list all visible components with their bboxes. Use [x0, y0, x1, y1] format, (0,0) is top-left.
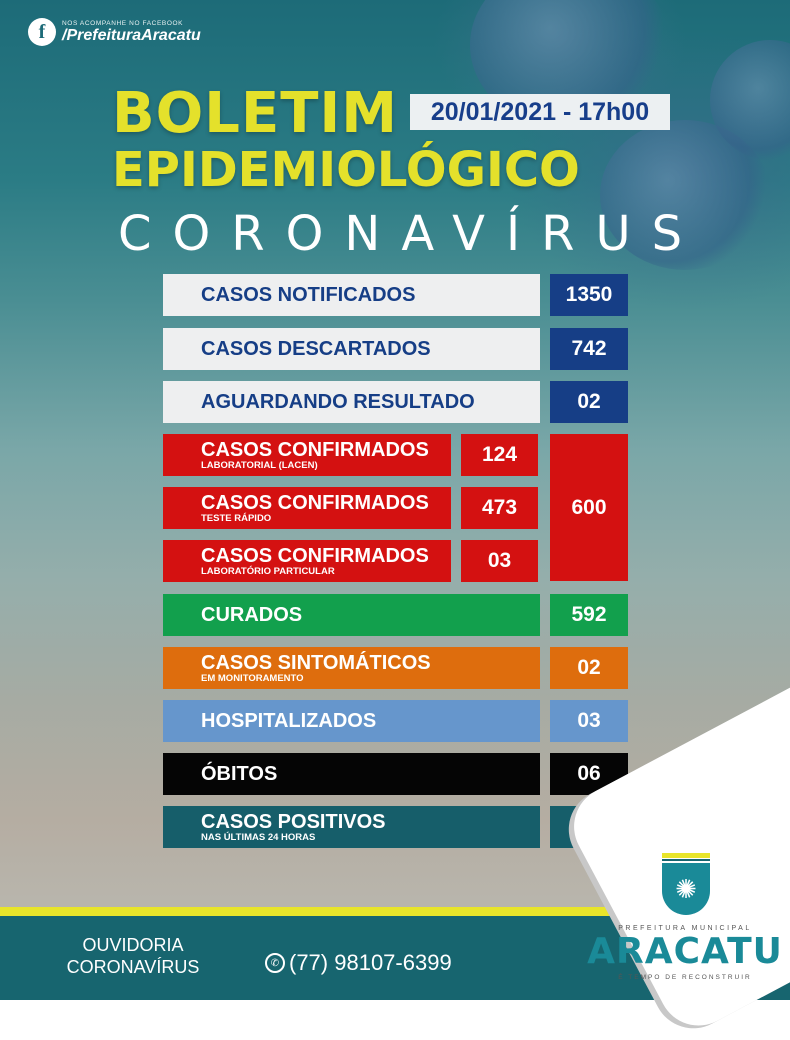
whatsapp-icon: ✆: [265, 953, 285, 973]
stat-label-descartados: CASOS DESCARTADOS: [163, 328, 540, 370]
ouvidoria-label: OUVIDORIA CORONAVÍRUS: [66, 935, 200, 977]
facebook-handle: /PrefeituraAracatu: [62, 27, 201, 44]
stat-label-aguardando: AGUARDANDO RESULTADO: [163, 381, 540, 423]
stat-value-confirmados-lacen: 124: [461, 434, 538, 476]
facebook-link[interactable]: f NOS ACOMPANHE NO FACEBOOK /PrefeituraA…: [28, 18, 201, 46]
stat-label-hospitalizados: HOSPITALIZADOS: [163, 700, 540, 742]
logo-name: ARACATU: [587, 931, 783, 972]
aracatu-logo: ✺ PREFEITURA MUNICIPAL ARACATU É TEMPO D…: [585, 850, 785, 1000]
stat-value-curados: 592: [550, 594, 628, 636]
phone-link[interactable]: ✆ (77) 98107-6399: [265, 950, 452, 976]
title-boletim: BOLETIM: [112, 81, 398, 146]
logo-caption: PREFEITURA MUNICIPAL: [618, 925, 752, 932]
stat-label-confirmados-lacen: CASOS CONFIRMADOS LABORATORIAL (LACEN): [163, 434, 451, 476]
stat-label-confirmados-teste-rapido: CASOS CONFIRMADOS TESTE RÁPIDO: [163, 487, 451, 529]
date-badge: 20/01/2021 - 17h00: [410, 94, 670, 130]
stat-label-notificados: CASOS NOTIFICADOS: [163, 274, 540, 316]
shield-stripe: [662, 859, 710, 861]
stat-label-confirmados-particular: CASOS CONFIRMADOS LABORATÓRIO PARTICULAR: [163, 540, 451, 582]
title-epidemiologico: EPIDEMIOLÓGICO: [112, 142, 580, 198]
stat-label-positivos-24h: CASOS POSITIVOS NAS ÚLTIMAS 24 HORAS: [163, 806, 540, 848]
stat-label-sintomaticos: CASOS SINTOMÁTICOS EM MONITORAMENTO: [163, 647, 540, 689]
footer-accent-bar: [0, 907, 620, 916]
stat-value-descartados: 742: [550, 328, 628, 370]
shield-stripe: [662, 853, 710, 858]
stat-value-notificados: 1350: [550, 274, 628, 316]
logo-slogan: É TEMPO DE RECONSTRUIR: [618, 974, 752, 981]
stat-value-confirmados-total: 600: [550, 434, 628, 581]
stat-value-confirmados-particular: 03: [461, 540, 538, 582]
stat-value-confirmados-teste-rapido: 473: [461, 487, 538, 529]
stat-label-obitos: ÓBITOS: [163, 753, 540, 795]
stat-label-curados: CURADOS: [163, 594, 540, 636]
stat-value-aguardando: 02: [550, 381, 628, 423]
stat-value-sintomaticos: 02: [550, 647, 628, 689]
facebook-caption: NOS ACOMPANHE NO FACEBOOK: [62, 20, 184, 27]
phone-number: (77) 98107-6399: [289, 950, 452, 975]
crest-shield-icon: ✺: [662, 863, 710, 915]
stat-value-hospitalizados: 03: [550, 700, 628, 742]
subtitle-coronavirus: CORONAVÍRUS: [118, 206, 704, 262]
facebook-icon: f: [28, 18, 56, 46]
